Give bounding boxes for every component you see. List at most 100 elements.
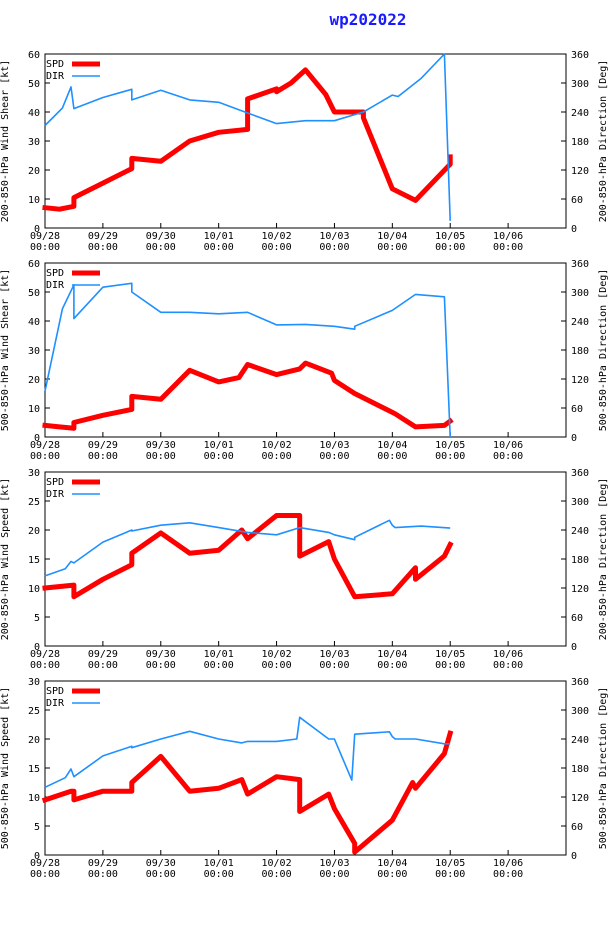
x-tick-time: 00:00 (30, 242, 60, 253)
left-tick-label: 30 (28, 677, 40, 688)
x-tick-date: 10/06 (493, 440, 523, 451)
right-tick-label: 180 (571, 346, 589, 357)
x-tick-date: 10/01 (204, 858, 234, 869)
dir-series-line (44, 282, 451, 438)
left-tick-label: 10 (28, 584, 40, 595)
x-tick-time: 00:00 (262, 869, 292, 880)
x-tick-date: 10/05 (435, 858, 465, 869)
left-tick-label: 40 (28, 317, 40, 328)
right-tick-label: 120 (571, 166, 589, 177)
left-tick-label: 10 (28, 793, 40, 804)
x-tick-time: 00:00 (204, 451, 234, 462)
left-tick-label: 20 (28, 735, 40, 746)
x-tick-time: 00:00 (30, 869, 60, 880)
legend-label: DIR (46, 280, 65, 291)
left-tick-label: 0 (34, 433, 40, 444)
x-tick-date: 09/30 (146, 649, 176, 660)
right-tick-label: 0 (571, 433, 577, 444)
x-tick-time: 00:00 (146, 869, 176, 880)
spd-series-line (42, 513, 454, 600)
spd-series-line (42, 360, 454, 431)
x-tick-time: 00:00 (204, 869, 234, 880)
x-tick-date: 09/29 (88, 858, 118, 869)
x-tick-time: 00:00 (262, 660, 292, 671)
y2-axis-label: 500-850-hPa Direction [Deg] (598, 687, 609, 850)
x-tick-date: 10/06 (493, 649, 523, 660)
left-tick-label: 15 (28, 555, 40, 566)
y-axis-label: 200-850-hPa Wind Shear [kt] (0, 60, 11, 223)
y-axis-label: 500-850-hPa Wind Speed [kt] (0, 687, 11, 850)
right-tick-label: 60 (571, 613, 583, 624)
x-tick-date: 10/04 (377, 858, 407, 869)
x-tick-date: 09/29 (88, 440, 118, 451)
y2-axis-label: 500-850-hPa Direction [Deg] (598, 269, 609, 432)
left-tick-label: 15 (28, 764, 40, 775)
x-tick-time: 00:00 (262, 451, 292, 462)
plot-frame (44, 680, 567, 856)
left-tick-label: 5 (34, 822, 40, 833)
x-tick-date: 10/04 (377, 649, 407, 660)
right-tick-label: 60 (571, 404, 583, 415)
legend-label: SPD (46, 268, 64, 279)
x-tick-date: 10/03 (319, 858, 349, 869)
right-tick-label: 240 (571, 735, 589, 746)
dir-series-line (44, 53, 451, 221)
x-tick-time: 00:00 (88, 242, 118, 253)
x-tick-date: 09/29 (88, 649, 118, 660)
left-tick-label: 20 (28, 526, 40, 537)
x-tick-time: 00:00 (88, 869, 118, 880)
x-tick-time: 00:00 (435, 451, 465, 462)
legend-label: DIR (46, 489, 65, 500)
chart-panel-3: 05101520253006012018024030036009/2800:00… (0, 468, 609, 671)
plot-frame (44, 471, 567, 647)
x-tick-time: 00:00 (493, 660, 523, 671)
x-tick-time: 00:00 (435, 660, 465, 671)
x-tick-time: 00:00 (30, 660, 60, 671)
left-tick-label: 25 (28, 706, 40, 717)
dir-series-line (44, 519, 451, 577)
plot-frame (44, 53, 567, 229)
x-tick-time: 00:00 (30, 451, 60, 462)
left-tick-label: 30 (28, 137, 40, 148)
y-axis-label: 500-850-hPa Wind Shear [kt] (0, 269, 11, 432)
right-tick-label: 240 (571, 317, 589, 328)
right-tick-label: 0 (571, 642, 577, 653)
y2-axis-label: 200-850-hPa Direction [Deg] (598, 478, 609, 641)
right-tick-label: 60 (571, 195, 583, 206)
x-tick-time: 00:00 (262, 242, 292, 253)
left-tick-label: 20 (28, 166, 40, 177)
chart-panel-1: 010203040506006012018024030036009/2800:0… (0, 50, 609, 253)
x-tick-time: 00:00 (204, 660, 234, 671)
left-tick-label: 60 (28, 50, 40, 61)
x-tick-date: 10/03 (319, 649, 349, 660)
x-tick-date: 09/28 (30, 858, 60, 869)
left-tick-label: 50 (28, 288, 40, 299)
x-tick-date: 10/02 (262, 858, 292, 869)
left-tick-label: 60 (28, 259, 40, 270)
y2-axis-label: 200-850-hPa Direction [Deg] (598, 60, 609, 223)
x-tick-date: 10/02 (262, 649, 292, 660)
x-tick-date: 09/28 (30, 440, 60, 451)
x-tick-time: 00:00 (435, 869, 465, 880)
x-tick-time: 00:00 (88, 660, 118, 671)
right-tick-label: 360 (571, 677, 589, 688)
legend-label: SPD (46, 59, 64, 70)
right-tick-label: 300 (571, 288, 589, 299)
left-tick-label: 5 (34, 613, 40, 624)
x-tick-time: 00:00 (146, 242, 176, 253)
right-tick-label: 300 (571, 706, 589, 717)
x-tick-time: 00:00 (493, 242, 523, 253)
y-axis-label: 200-850-hPa Wind Speed [kt] (0, 478, 11, 641)
spd-series-line (41, 730, 454, 855)
chart-panel-4: 05101520253006012018024030036009/2800:00… (0, 677, 609, 880)
right-tick-label: 120 (571, 584, 589, 595)
x-tick-time: 00:00 (377, 869, 407, 880)
right-tick-label: 120 (571, 793, 589, 804)
left-tick-label: 10 (28, 404, 40, 415)
left-tick-label: 0 (34, 642, 40, 653)
right-tick-label: 300 (571, 79, 589, 90)
right-tick-label: 180 (571, 764, 589, 775)
x-tick-time: 00:00 (377, 242, 407, 253)
x-tick-time: 00:00 (435, 242, 465, 253)
x-tick-date: 10/05 (435, 231, 465, 242)
